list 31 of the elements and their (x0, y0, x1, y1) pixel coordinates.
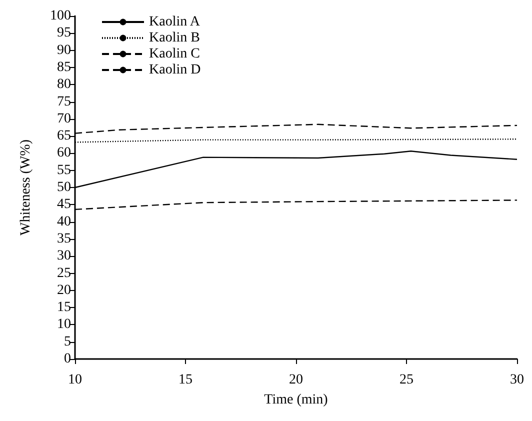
x-tick-label: 15 (178, 372, 192, 388)
y-tick-label: 0 (64, 352, 71, 366)
y-tick-label: 95 (57, 26, 71, 41)
y-tick-label: 35 (57, 231, 71, 246)
y-tick-label: 80 (57, 77, 71, 92)
y-tick-label: 5 (64, 334, 71, 350)
y-tick-label: 25 (57, 266, 71, 281)
y-tick-label: 100 (50, 8, 71, 24)
y-tick-label: 75 (57, 94, 71, 110)
x-tick-label: 30 (510, 372, 524, 388)
y-tick-label: 70 (57, 111, 71, 126)
x-tick-label: 25 (400, 372, 414, 388)
y-tick-label: 55 (57, 162, 71, 178)
legend-label: Kaolin D (149, 62, 201, 78)
y-tick-label: 20 (57, 282, 71, 298)
legend-label: Kaolin C (149, 46, 200, 62)
y-tick-label: 10 (57, 317, 71, 332)
y-tick-label: 65 (57, 128, 71, 144)
y-tick-label: 85 (57, 60, 71, 75)
y-tick-label: 90 (57, 42, 71, 58)
y-tick-label: 60 (57, 146, 71, 161)
y-axis-title: Whiteness (W%) (18, 139, 34, 236)
legend-label: Kaolin B (149, 30, 200, 46)
y-tick-label: 45 (57, 197, 71, 212)
x-axis-title: Time (min) (264, 392, 328, 408)
y-tick-label: 40 (57, 214, 71, 230)
y-tick-label: 50 (57, 180, 71, 195)
legend-label: Kaolin A (149, 14, 201, 30)
x-tick-label: 20 (289, 372, 303, 388)
y-tick-label: 15 (57, 300, 71, 316)
y-tick-label: 30 (57, 248, 71, 264)
